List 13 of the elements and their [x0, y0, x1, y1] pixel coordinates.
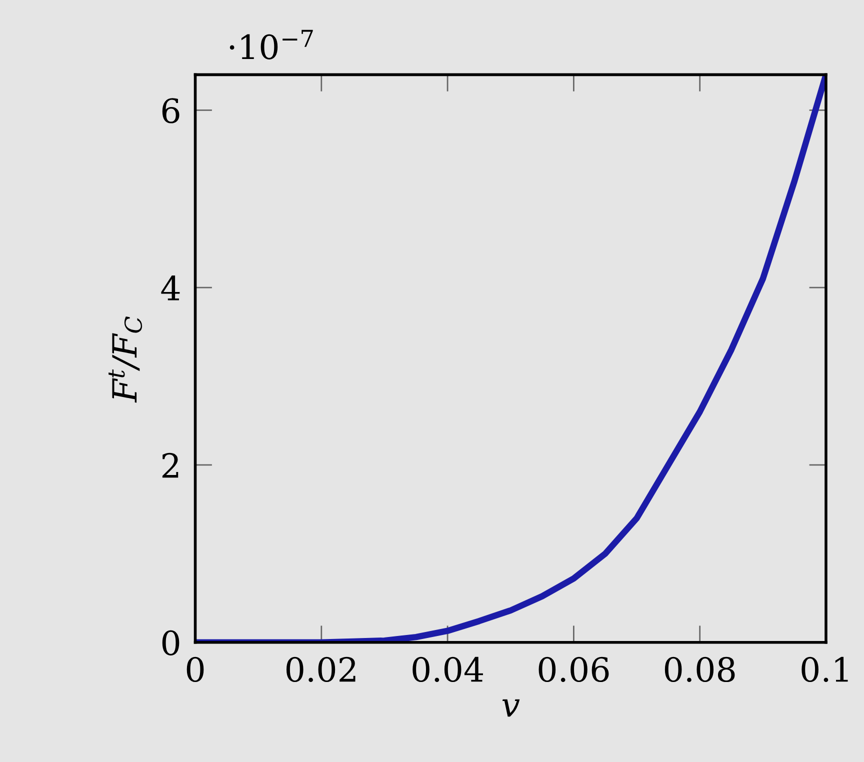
y-tick-label: 4 [161, 275, 180, 300]
y-tick-label: 0 [162, 630, 180, 656]
text: ·10$^{−7}$ [230, 30, 313, 60]
y-axis-title: F$^{t}$/F$_{C}$ [108, 316, 142, 403]
x-tick-label: 0.02 [286, 656, 356, 682]
y-tick-label: 2 [162, 452, 178, 478]
x-axis-title: v [502, 699, 520, 717]
x-tick-label: 0.04 [412, 656, 483, 682]
y-tick-label: 6 [162, 98, 180, 124]
x-tick-label: 0.08 [664, 656, 735, 682]
x-tick-label: 0 [186, 656, 204, 682]
x-tick-label: 0.1 [802, 656, 848, 682]
x-tick-label: 0.06 [538, 656, 609, 682]
